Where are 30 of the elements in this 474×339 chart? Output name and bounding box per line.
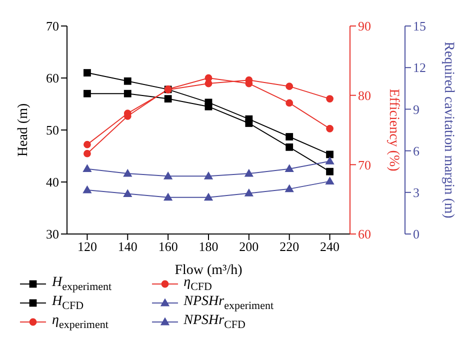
legend-label: η$_{experiment}$	[52, 312, 108, 330]
y3-tick-label: 15	[413, 18, 426, 34]
y3-tick-label: 0	[413, 226, 420, 242]
y2-tick-label: 60	[358, 226, 371, 242]
x-tick-label: 200	[239, 239, 259, 254]
y2-tick-label: 90	[358, 18, 371, 34]
legend-label: H$_{experiment}$	[52, 274, 112, 292]
legend-label: NPSHr$_{experiment}$	[184, 294, 274, 312]
y-axis-title: Head (m)	[16, 103, 31, 157]
y-tick-label: 70	[46, 18, 59, 34]
y3-tick-label: 3	[413, 185, 420, 200]
legend-label: NPSHr$_{CFD}$	[184, 312, 246, 330]
y-tick-label: 60	[46, 70, 59, 86]
y2-tick-label: 80	[358, 88, 371, 103]
legend-label: H$_{CFD}$	[52, 294, 84, 312]
y3-tick-label: 12	[413, 60, 426, 76]
x-tick-label: 160	[158, 239, 178, 254]
y-tick-label: 40	[46, 174, 59, 190]
x-tick-label: 120	[77, 239, 97, 254]
y3-axis-title: Required cavitation margin (m)	[441, 42, 456, 219]
x-tick-label: 140	[118, 239, 138, 254]
x-tick-label: 220	[280, 239, 300, 254]
y3-tick-label: 9	[413, 102, 420, 117]
y2-tick-label: 70	[358, 157, 371, 172]
y2-axis-title: Efficiency (%)	[386, 88, 402, 172]
y-tick-label: 50	[46, 122, 59, 138]
y-tick-label: 30	[46, 226, 59, 242]
y3-tick-label: 6	[413, 143, 420, 158]
x-tick-label: 240	[320, 239, 340, 254]
x-tick-label: 180	[198, 239, 218, 254]
